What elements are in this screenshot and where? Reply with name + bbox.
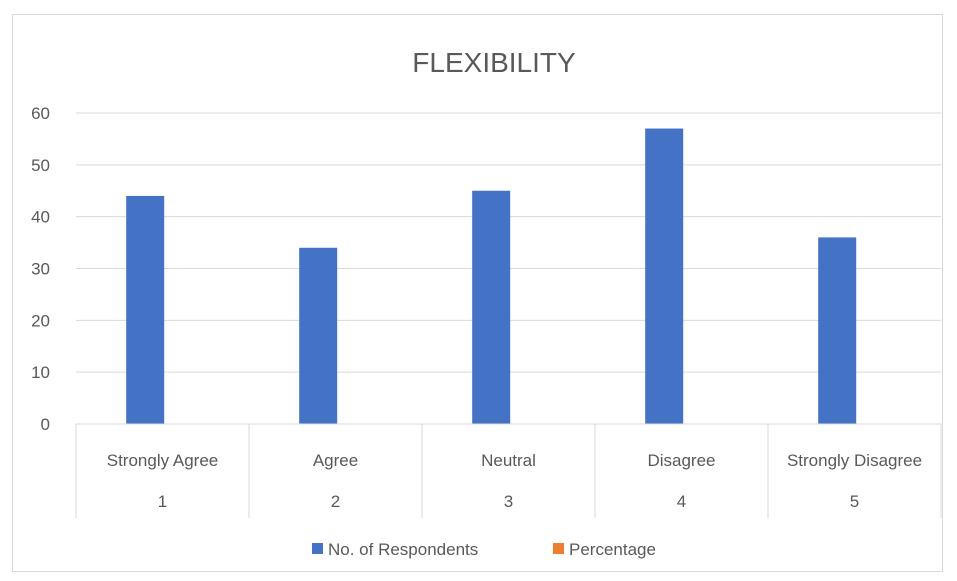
- category-index-label: 1: [158, 492, 167, 511]
- y-tick-label: 50: [31, 156, 50, 175]
- category-index-label: 2: [331, 492, 340, 511]
- y-axis-tick-labels: 0 10 20 30 40 50 60: [31, 104, 50, 434]
- category-label: Strongly Disagree: [787, 451, 922, 470]
- y-tick-label: 0: [41, 415, 50, 434]
- y-tick-label: 20: [31, 311, 50, 330]
- bars: [126, 128, 857, 425]
- y-tick-label: 60: [31, 104, 50, 123]
- gridlines: [76, 112, 941, 373]
- bar-2: [299, 247, 338, 424]
- bar-5: [818, 237, 857, 424]
- bar-3: [472, 190, 511, 424]
- category-label: Agree: [313, 451, 358, 470]
- category-label: Strongly Agree: [107, 451, 219, 470]
- x-axis: Strongly Agree 1 Agree 2 Neutral 3 Disagree 4 St…: [75, 423, 942, 518]
- category-label: Neutral: [481, 451, 536, 470]
- y-tick-label: 10: [31, 363, 50, 382]
- legend: No. of Respondents Percentage: [312, 540, 656, 559]
- chart-title: FLEXIBILITY: [412, 47, 576, 78]
- legend-swatch: [312, 543, 323, 554]
- legend-label: Percentage: [569, 540, 656, 559]
- legend-label: No. of Respondents: [328, 540, 478, 559]
- legend-swatch: [553, 543, 564, 554]
- category-index-label: 4: [677, 492, 686, 511]
- category-label: Disagree: [647, 451, 715, 470]
- bar-4: [645, 128, 684, 425]
- category-index-label: 3: [504, 492, 513, 511]
- y-tick-label: 30: [31, 260, 50, 279]
- bar-1: [126, 195, 165, 424]
- category-index-label: 5: [850, 492, 859, 511]
- y-tick-label: 40: [31, 208, 50, 227]
